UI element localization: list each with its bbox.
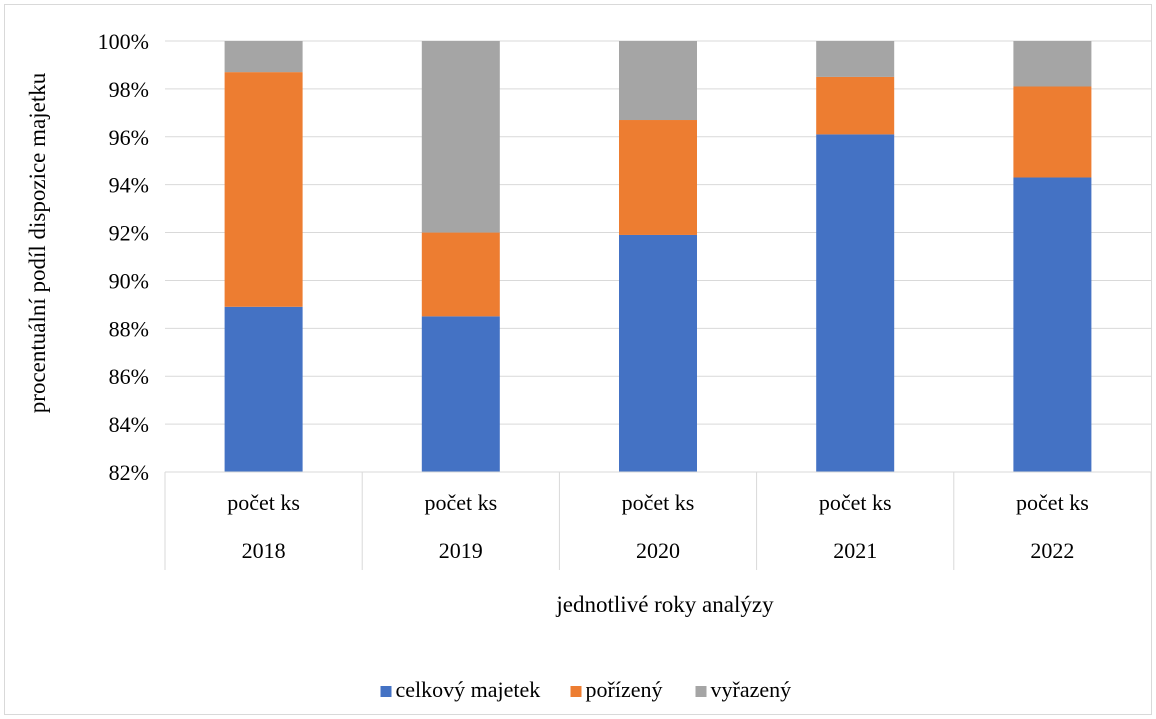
legend: celkový majetek pořízený vyřazený bbox=[380, 677, 792, 702]
bar-segment bbox=[224, 72, 303, 307]
bar-segment bbox=[816, 41, 895, 77]
y-tick-label: 90% bbox=[109, 268, 149, 293]
legend-swatch bbox=[695, 686, 707, 697]
bar-segment bbox=[816, 76, 895, 135]
y-tick-label: 86% bbox=[109, 364, 149, 389]
bar-segment bbox=[816, 134, 895, 472]
y-tick-label: 94% bbox=[109, 173, 149, 198]
bar-segment bbox=[619, 234, 697, 472]
x-axis-title: jednotlivé roky analýzy bbox=[555, 592, 774, 617]
legend-label: celkový majetek bbox=[396, 677, 541, 702]
x-tick-label-group: počet ks bbox=[819, 490, 892, 515]
bar-segment bbox=[421, 316, 500, 472]
x-tick-label-group: počet ks bbox=[622, 490, 695, 515]
x-tick-label-year: 2019 bbox=[439, 538, 483, 563]
x-tick-label-group: počet ks bbox=[227, 490, 300, 515]
legend-label: vyřazený bbox=[711, 677, 792, 702]
bar-segment bbox=[1013, 41, 1092, 87]
y-tick-label: 84% bbox=[109, 412, 149, 437]
x-tick-label-group: počet ks bbox=[1016, 490, 1089, 515]
x-tick-label-group: počet ks bbox=[424, 490, 497, 515]
x-tick-label-year: 2021 bbox=[833, 538, 877, 563]
bar-segment bbox=[421, 232, 500, 317]
bars bbox=[224, 41, 1092, 472]
bar-segment bbox=[619, 120, 697, 235]
legend-swatch bbox=[570, 686, 582, 697]
x-tick-label-year: 2022 bbox=[1030, 538, 1074, 563]
bar-segment bbox=[1013, 177, 1092, 472]
chart-area: 82% 84% 86% 88% 90% 92% 94% 96% 98% 100% počet ks… bbox=[4, 4, 1152, 715]
bar-segment bbox=[1013, 86, 1092, 178]
y-tick-label: 92% bbox=[109, 221, 149, 246]
legend-swatch bbox=[380, 686, 392, 697]
y-tick-label: 88% bbox=[109, 316, 149, 341]
stacked-bar-chart: 82% 84% 86% 88% 90% 92% 94% 96% 98% 100% počet ks… bbox=[25, 29, 1152, 702]
y-tick-labels: 82% 84% 86% 88% 90% 92% 94% 96% 98% 100% bbox=[98, 29, 149, 485]
bar-segment bbox=[421, 41, 500, 233]
legend-label: pořízený bbox=[586, 677, 663, 702]
bar-segment bbox=[619, 41, 697, 121]
x-tick-label-year: 2020 bbox=[636, 538, 680, 563]
y-tick-label: 96% bbox=[109, 125, 149, 150]
y-axis-title: procentuální podíl dispozice majetku bbox=[25, 72, 50, 413]
bar-segment bbox=[224, 306, 303, 472]
y-tick-label: 82% bbox=[109, 460, 149, 485]
bar-segment bbox=[224, 41, 303, 73]
y-tick-label: 98% bbox=[109, 77, 149, 102]
y-tick-label: 100% bbox=[98, 29, 149, 54]
x-tick-label-year: 2018 bbox=[242, 538, 286, 563]
x-axis: počet ks 2018 počet ks 2019 počet ks 2020 poče… bbox=[164, 471, 1152, 570]
